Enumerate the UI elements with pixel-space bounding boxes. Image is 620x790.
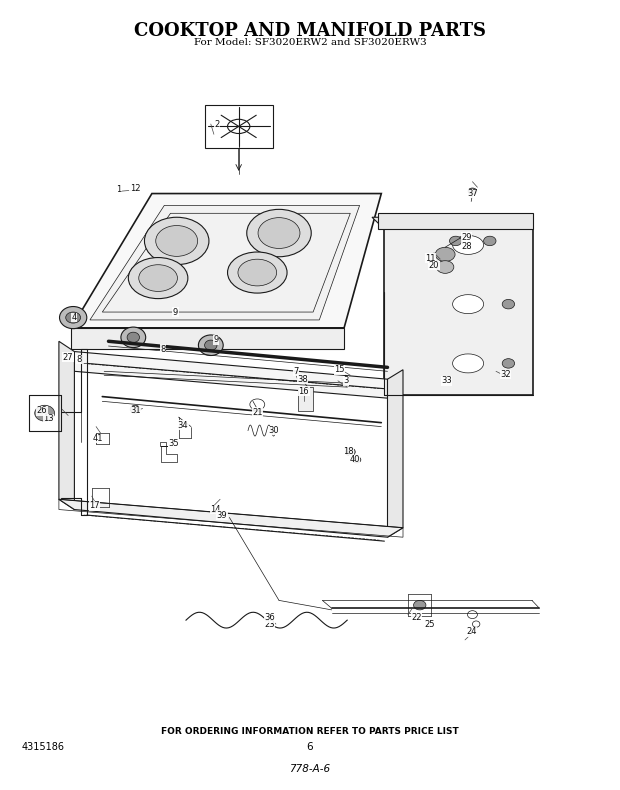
Text: 4315186: 4315186	[22, 743, 65, 752]
Ellipse shape	[453, 354, 484, 373]
Ellipse shape	[127, 333, 140, 343]
Polygon shape	[59, 499, 403, 537]
Text: 1: 1	[117, 185, 122, 194]
Text: 31: 31	[130, 406, 141, 416]
Polygon shape	[388, 370, 403, 537]
Ellipse shape	[228, 252, 287, 293]
Text: 26: 26	[37, 406, 48, 416]
Ellipse shape	[128, 258, 188, 299]
Ellipse shape	[258, 218, 300, 248]
Ellipse shape	[247, 209, 311, 257]
Text: FOR ORDERING INFORMATION REFER TO PARTS PRICE LIST: FOR ORDERING INFORMATION REFER TO PARTS …	[161, 727, 459, 736]
Text: 3: 3	[343, 376, 348, 386]
Text: 38: 38	[297, 374, 308, 384]
Text: 12: 12	[130, 183, 140, 193]
Polygon shape	[90, 205, 360, 320]
Ellipse shape	[130, 405, 140, 413]
Ellipse shape	[502, 299, 515, 309]
Text: 18: 18	[343, 447, 354, 457]
Ellipse shape	[436, 261, 454, 273]
Text: 32: 32	[500, 370, 511, 379]
Ellipse shape	[345, 448, 355, 456]
Text: 778-A-6: 778-A-6	[290, 765, 330, 774]
Text: 4: 4	[72, 313, 77, 322]
Text: 36: 36	[264, 613, 275, 623]
Ellipse shape	[352, 457, 361, 463]
Text: 9: 9	[213, 335, 218, 344]
Ellipse shape	[198, 335, 223, 356]
Text: 2: 2	[215, 119, 219, 129]
Text: 23: 23	[264, 619, 275, 629]
Polygon shape	[59, 341, 74, 510]
Text: 27: 27	[63, 352, 74, 362]
Ellipse shape	[156, 226, 198, 256]
Polygon shape	[378, 213, 533, 229]
Text: For Model: SF3020ERW2 and SF3020ERW3: For Model: SF3020ERW2 and SF3020ERW3	[193, 38, 427, 47]
Text: COOKTOP AND MANIFOLD PARTS: COOKTOP AND MANIFOLD PARTS	[134, 22, 486, 40]
Ellipse shape	[453, 295, 484, 314]
Text: 8: 8	[77, 355, 82, 364]
Ellipse shape	[144, 217, 209, 265]
Text: 35: 35	[168, 439, 179, 449]
Ellipse shape	[238, 259, 277, 286]
Polygon shape	[71, 194, 381, 328]
Text: 33: 33	[441, 376, 452, 386]
Ellipse shape	[121, 327, 146, 348]
Text: 8: 8	[161, 344, 166, 354]
Text: 14: 14	[211, 505, 221, 514]
Text: 20: 20	[429, 261, 439, 270]
Text: 40: 40	[350, 455, 360, 465]
Text: 24: 24	[466, 627, 476, 637]
Ellipse shape	[139, 265, 177, 292]
Text: 39: 39	[216, 510, 228, 520]
Ellipse shape	[414, 600, 426, 610]
Ellipse shape	[60, 307, 87, 329]
Text: 6: 6	[307, 743, 313, 752]
Text: 13: 13	[43, 414, 54, 423]
Text: 17: 17	[89, 501, 100, 510]
Text: 22: 22	[412, 613, 422, 623]
Text: 11: 11	[425, 254, 435, 263]
Text: 16: 16	[298, 386, 309, 396]
Polygon shape	[74, 352, 388, 398]
Polygon shape	[71, 328, 344, 349]
Polygon shape	[372, 217, 533, 229]
Text: 15: 15	[335, 365, 345, 374]
Text: 30: 30	[268, 426, 280, 435]
Text: 21: 21	[252, 408, 262, 417]
Text: 28: 28	[461, 242, 472, 251]
Text: 9: 9	[173, 307, 178, 317]
Ellipse shape	[453, 235, 484, 254]
Polygon shape	[298, 387, 313, 411]
Ellipse shape	[450, 236, 462, 246]
Ellipse shape	[435, 247, 455, 261]
Ellipse shape	[484, 236, 496, 246]
Text: 25: 25	[425, 619, 435, 629]
Ellipse shape	[502, 359, 515, 368]
Text: 29: 29	[461, 232, 471, 242]
Text: 41: 41	[93, 434, 103, 443]
Ellipse shape	[35, 405, 55, 421]
Text: 37: 37	[467, 189, 478, 198]
Text: 7: 7	[293, 367, 298, 376]
Polygon shape	[384, 229, 533, 395]
Ellipse shape	[205, 340, 217, 351]
Ellipse shape	[468, 188, 477, 194]
Ellipse shape	[66, 312, 81, 323]
Text: 34: 34	[177, 420, 188, 430]
